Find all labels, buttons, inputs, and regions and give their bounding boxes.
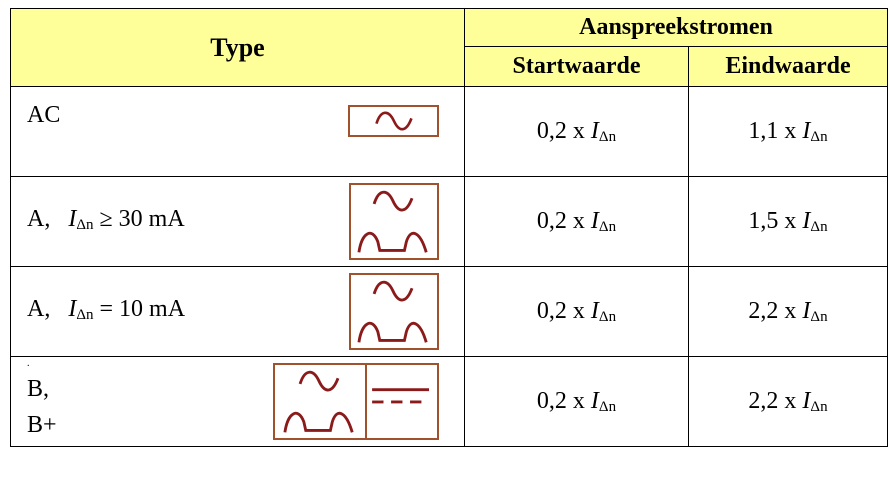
a-type-waveforms <box>357 280 428 343</box>
table-row-b: . B, B+ 0,2 x IΔn 2,2 x IΔn <box>10 356 888 447</box>
b-type-waveforms <box>283 370 429 433</box>
half-wave-pulse-icon <box>283 411 354 433</box>
table-row-ac: AC 0,2 x IΔn 1,1 x IΔn <box>10 86 888 177</box>
type-cell: A, IΔn = 10 mA <box>10 266 465 357</box>
type-label-b: B, <box>27 376 50 402</box>
sine-wave-icon <box>298 370 340 392</box>
header-type: Type <box>10 8 465 87</box>
type-label: A, IΔn ≥ 30 mA <box>27 206 185 233</box>
a-type-waveforms <box>357 190 428 253</box>
b-type-symbol <box>273 363 439 440</box>
sine-wave-icon <box>375 111 413 131</box>
table-row-a-30ma: A, IΔn ≥ 30 mA 0,2 x IΔn 1,5 x IΔn <box>10 176 888 267</box>
type-cell: A, IΔn ≥ 30 mA <box>10 176 465 267</box>
end-value-cell: 1,1 x IΔn <box>688 86 888 177</box>
rcd-trip-current-table: Type Aanspreekstromen Startwaarde Eindwa… <box>10 8 888 447</box>
half-wave-pulse-icon <box>357 321 428 343</box>
a-type-symbol <box>349 273 439 350</box>
stray-dot: . <box>27 358 30 369</box>
start-value-cell: 0,2 x IΔn <box>464 86 689 177</box>
ac-type-symbol <box>348 105 439 137</box>
type-label-b-plus: B+ <box>27 412 57 438</box>
start-value-cell: 0,2 x IΔn <box>464 266 689 357</box>
half-wave-pulse-icon <box>357 231 428 253</box>
header-trip-currents: Aanspreekstromen <box>464 8 888 47</box>
start-value-cell: 0,2 x IΔn <box>464 176 689 267</box>
end-value-cell: 2,2 x IΔn <box>688 266 888 357</box>
end-value-cell: 2,2 x IΔn <box>688 356 888 447</box>
type-label: A, IΔn = 10 mA <box>27 296 186 323</box>
sine-wave-icon <box>372 280 414 302</box>
type-label: AC <box>27 102 61 128</box>
header-start-value: Startwaarde <box>464 45 689 88</box>
type-cell: AC <box>10 86 465 177</box>
symbol-divider <box>365 365 367 438</box>
header-end-value: Eindwaarde <box>688 45 888 88</box>
type-cell: . B, B+ <box>10 356 465 447</box>
dc-current-icon <box>372 388 429 404</box>
table-row-a-10ma: A, IΔn = 10 mA 0,2 x IΔn 2,2 x IΔn <box>10 266 888 357</box>
end-value-cell: 1,5 x IΔn <box>688 176 888 267</box>
sine-wave-icon <box>372 190 414 212</box>
start-value-cell: 0,2 x IΔn <box>464 356 689 447</box>
a-type-symbol <box>349 183 439 260</box>
